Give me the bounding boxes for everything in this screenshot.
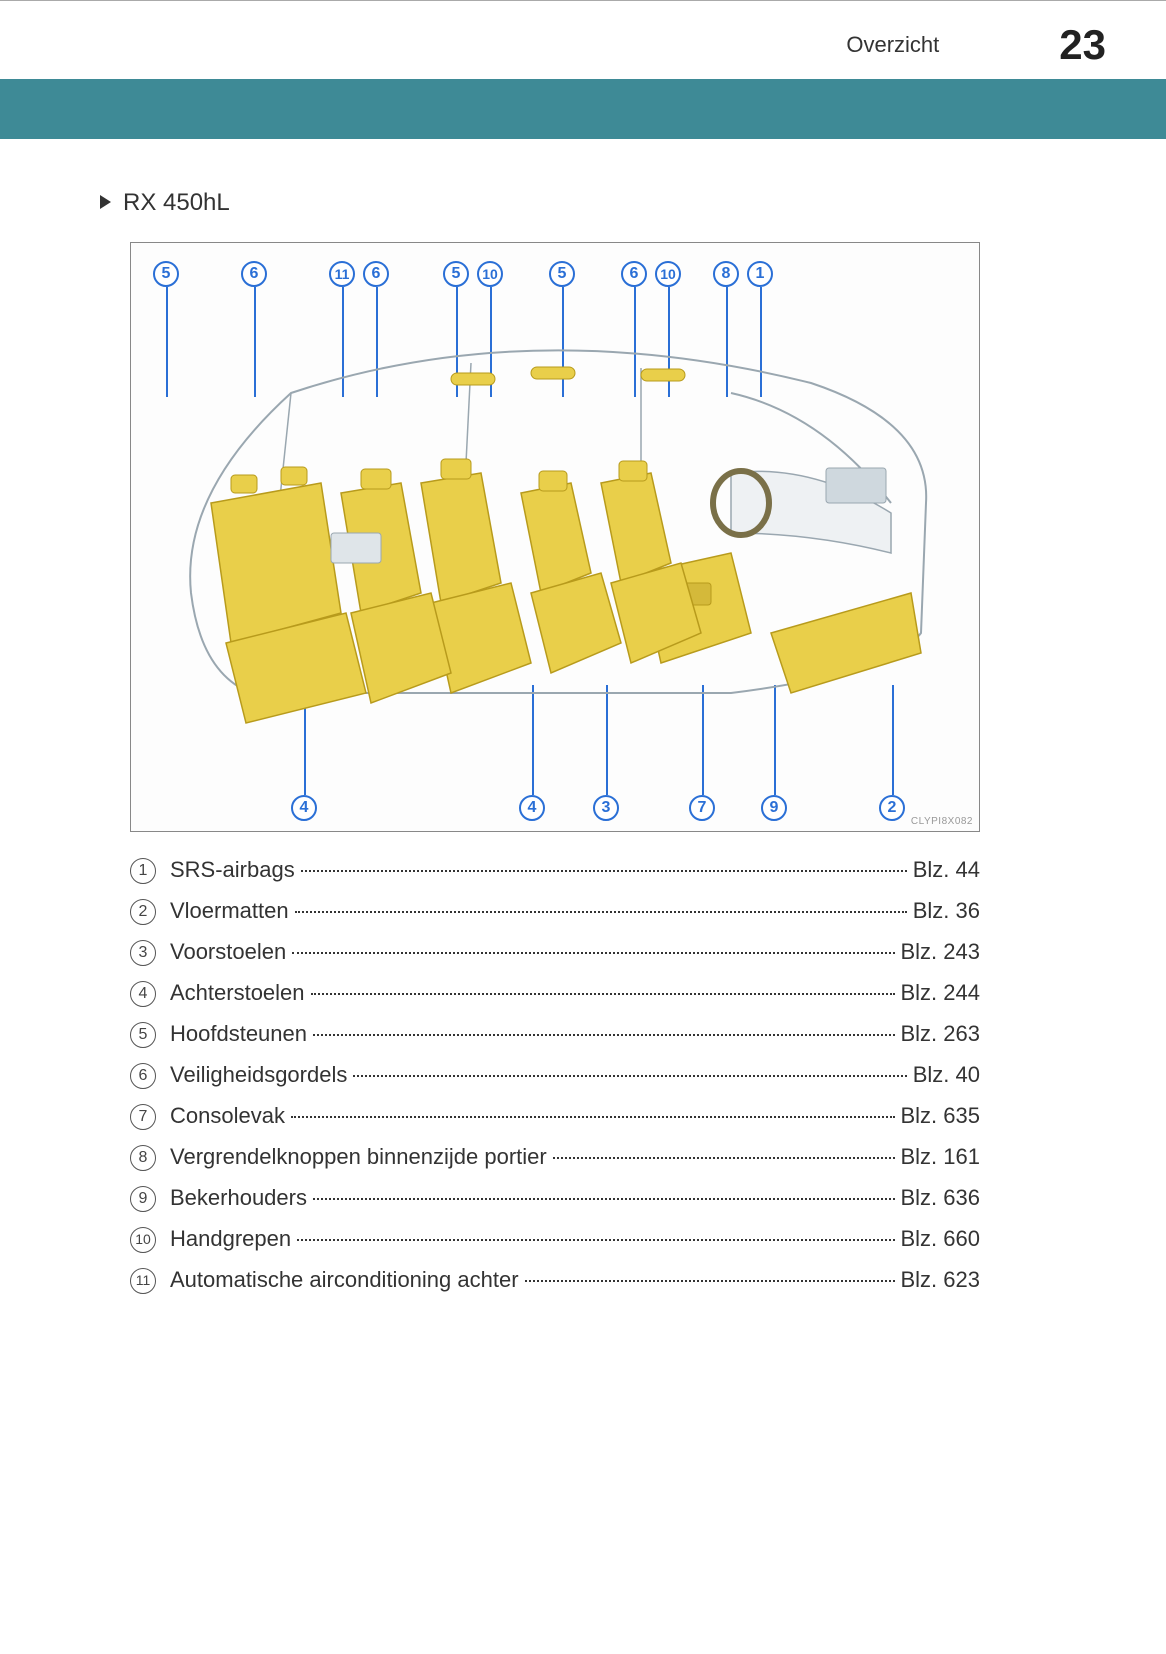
legend-row: 9 Bekerhouders Blz. 636 [130,1185,980,1214]
legend-dots [353,1075,906,1077]
legend-page: Blz. 44 [913,857,980,883]
legend-label: Bekerhouders [170,1185,307,1211]
legend-dots [291,1116,895,1118]
legend-label: Vergrendelknoppen binnenzijde portier [170,1144,547,1170]
callout-number: 6 [621,261,647,287]
legend-dots [297,1239,894,1241]
callout-number: 10 [655,261,681,287]
callout-number: 7 [689,795,715,821]
legend-row: 1 SRS-airbags Blz. 44 [130,857,980,886]
legend-row: 11 Automatische airconditioning achter Blz… [130,1267,980,1296]
legend-row: 4 Achterstoelen Blz. 244 [130,980,980,1009]
legend-dots [553,1157,895,1159]
legend-number: 1 [130,858,156,884]
callout-number: 3 [593,795,619,821]
callout-number: 5 [443,261,469,287]
legend-number: 4 [130,981,156,1007]
legend-row: 2 Vloermatten Blz. 36 [130,898,980,927]
legend-dots [525,1280,895,1282]
legend-page: Blz. 635 [901,1103,981,1129]
legend-number: 10 [130,1227,156,1253]
page-number: 23 [1059,21,1106,69]
callout-number: 11 [329,261,355,287]
legend-page: Blz. 263 [901,1021,981,1047]
legend-number: 6 [130,1063,156,1089]
legend-label: Vloermatten [170,898,289,924]
legend-dots [301,870,907,872]
legend-row: 6 Veiligheidsgordels Blz. 40 [130,1062,980,1091]
callout-number: 5 [153,261,179,287]
legend-label: Hoofdsteunen [170,1021,307,1047]
legend-dots [292,952,894,954]
header-band [0,79,1166,139]
legend-number: 9 [130,1186,156,1212]
page-header: Overzicht 23 [0,1,1166,79]
legend-number: 2 [130,899,156,925]
callout-number: 8 [713,261,739,287]
legend-label: Veiligheidsgordels [170,1062,347,1088]
callout-number: 6 [241,261,267,287]
legend-label: Consolevak [170,1103,285,1129]
legend-page: Blz. 40 [913,1062,980,1088]
callout-number: 5 [549,261,575,287]
legend-number: 5 [130,1022,156,1048]
legend-label: Voorstoelen [170,939,286,965]
legend-page: Blz. 244 [901,980,981,1006]
callout-number: 1 [747,261,773,287]
legend-label: Automatische airconditioning achter [170,1267,519,1293]
triangle-icon [100,195,111,209]
legend-row: 5 Hoofdsteunen Blz. 263 [130,1021,980,1050]
legend-number: 8 [130,1145,156,1171]
legend-page: Blz. 161 [901,1144,981,1170]
legend-row: 7 Consolevak Blz. 635 [130,1103,980,1132]
legend-row: 3 Voorstoelen Blz. 243 [130,939,980,968]
legend-row: 10 Handgrepen Blz. 660 [130,1226,980,1255]
legend-label: Achterstoelen [170,980,305,1006]
interior-svg [171,333,941,733]
callout-number: 2 [879,795,905,821]
legend-dots [313,1198,895,1200]
interior-illustration [171,333,941,733]
model-name: RX 450hL [123,189,230,216]
callout-number: 6 [363,261,389,287]
legend-dots [313,1034,895,1036]
legend-number: 11 [130,1268,156,1294]
legend-number: 7 [130,1104,156,1130]
legend-number: 3 [130,940,156,966]
legend-page: Blz. 243 [901,939,981,965]
callout-number: 10 [477,261,503,287]
image-code: CLYPI8X082 [911,816,973,827]
interior-diagram: 5 6 11 6 5 10 5 6 10 81 4 4 3 7 9 2 [130,242,980,832]
legend-page: Blz. 36 [913,898,980,924]
legend-label: SRS-airbags [170,857,295,883]
callout-number: 4 [519,795,545,821]
legend-row: 8 Vergrendelknoppen binnenzijde portier Bl… [130,1144,980,1173]
legend-page: Blz. 660 [901,1226,981,1252]
callout-number: 4 [291,795,317,821]
legend-page: Blz. 623 [901,1267,981,1293]
callout-lead [166,287,168,397]
legend-dots [295,911,907,913]
model-heading: RX 450hL [100,189,1066,217]
legend-dots [311,993,895,995]
callout-number: 9 [761,795,787,821]
legend-page: Blz. 636 [901,1185,981,1211]
section-title: Overzicht [846,32,939,58]
legend-label: Handgrepen [170,1226,291,1252]
legend-list: 1SRS-airbagsBlz. 442VloermattenBlz. 363V… [130,857,980,1296]
